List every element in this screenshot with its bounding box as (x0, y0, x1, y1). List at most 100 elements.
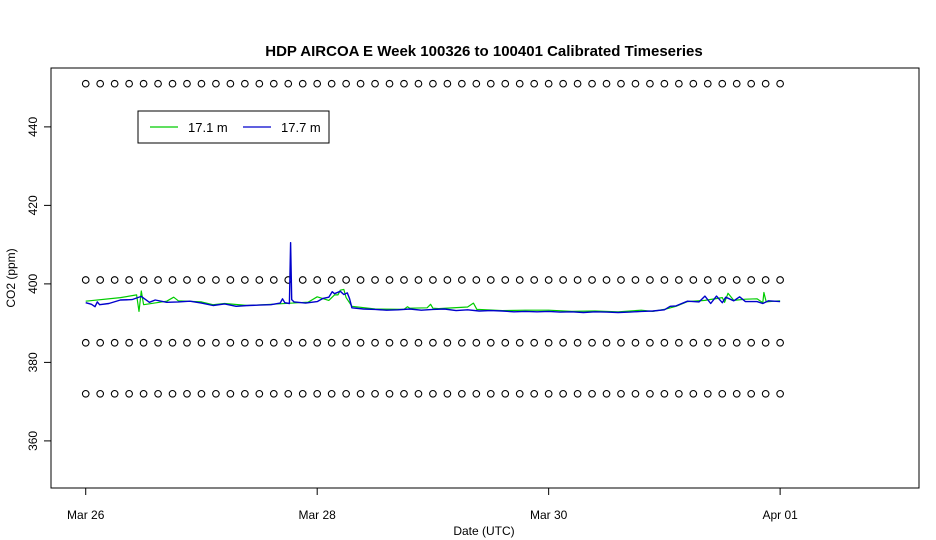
marker-point (515, 389, 524, 398)
marker-point (81, 338, 90, 347)
marker-point (458, 276, 466, 284)
marker-point (747, 276, 756, 284)
marker-point (255, 338, 264, 347)
marker-point (96, 79, 105, 88)
marker-point (212, 389, 220, 398)
marker-point (255, 389, 264, 398)
marker-point (371, 79, 379, 88)
marker-point (298, 389, 307, 398)
marker-point (515, 276, 524, 284)
marker-point (530, 276, 539, 284)
marker-point (356, 338, 365, 347)
series-line-17-1m (85, 288, 781, 313)
series-line-17-7m (85, 241, 781, 314)
marker-point (718, 276, 727, 284)
marker-point (458, 389, 466, 398)
marker-point (110, 79, 119, 88)
marker-point (689, 389, 698, 398)
marker-point (689, 338, 698, 347)
marker-point (675, 389, 683, 398)
marker-point (241, 389, 249, 398)
marker-point (400, 276, 408, 284)
marker-point (472, 389, 481, 398)
marker-point (168, 276, 177, 284)
marker-point (573, 276, 582, 284)
series-lines (85, 241, 781, 314)
marker-point (515, 79, 524, 88)
marker-point (544, 389, 553, 398)
marker-point (602, 389, 611, 398)
marker-point (631, 79, 640, 88)
marker-point (732, 79, 741, 88)
marker-point (660, 79, 669, 88)
marker-point (776, 338, 784, 347)
x-tick-label: Mar 28 (299, 508, 337, 522)
marker-point (385, 338, 394, 347)
marker-point (139, 389, 148, 398)
marker-point (183, 276, 191, 284)
marker-point (284, 389, 293, 398)
marker-point (747, 389, 756, 398)
marker-point (154, 338, 162, 347)
marker-point (501, 79, 510, 88)
marker-point (761, 79, 770, 88)
marker-point (559, 389, 567, 398)
marker-point (226, 276, 235, 284)
marker-point (443, 276, 452, 284)
marker-point (327, 79, 336, 88)
marker-point (385, 79, 394, 88)
marker-point (269, 79, 278, 88)
marker-point (602, 338, 611, 347)
marker-point (183, 79, 191, 88)
marker-point (602, 276, 611, 284)
marker-point (183, 338, 191, 347)
marker-point (226, 338, 235, 347)
marker-point (501, 389, 510, 398)
marker-point (385, 389, 394, 398)
marker-point (486, 338, 495, 347)
marker-point (573, 389, 582, 398)
marker-point (414, 276, 423, 284)
marker-point (501, 338, 510, 347)
marker-point (747, 79, 756, 88)
marker-point (342, 389, 350, 398)
marker-point (588, 389, 596, 398)
marker-point (515, 338, 524, 347)
marker-point (212, 79, 220, 88)
marker-point (703, 276, 712, 284)
marker-point (96, 338, 105, 347)
marker-point (703, 389, 712, 398)
marker-point (183, 389, 191, 398)
marker-point (617, 276, 625, 284)
marker-point (212, 338, 220, 347)
marker-point (617, 389, 625, 398)
marker-point (241, 276, 249, 284)
marker-point (588, 338, 596, 347)
marker-point (400, 338, 408, 347)
marker-point (139, 79, 148, 88)
marker-point (327, 338, 336, 347)
x-tick-label: Mar 30 (530, 508, 568, 522)
marker-point (125, 276, 133, 284)
x-axis: Mar 26 Mar 28 Mar 30 Apr 01 (67, 487, 798, 522)
y-tick-label: 440 (26, 117, 40, 137)
marker-point (588, 79, 596, 88)
marker-point (646, 338, 654, 347)
marker-point (371, 338, 379, 347)
marker-point (631, 276, 640, 284)
marker-point (96, 276, 105, 284)
marker-point (443, 79, 452, 88)
y-tick-label: 400 (26, 274, 40, 294)
marker-point (660, 338, 669, 347)
marker-point (660, 389, 669, 398)
marker-point (703, 338, 712, 347)
marker-point (675, 338, 683, 347)
marker-point (414, 79, 423, 88)
marker-point (125, 389, 133, 398)
marker-point (544, 338, 553, 347)
marker-point (241, 79, 249, 88)
marker-point (298, 276, 307, 284)
marker-point (530, 389, 539, 398)
marker-point (472, 276, 481, 284)
